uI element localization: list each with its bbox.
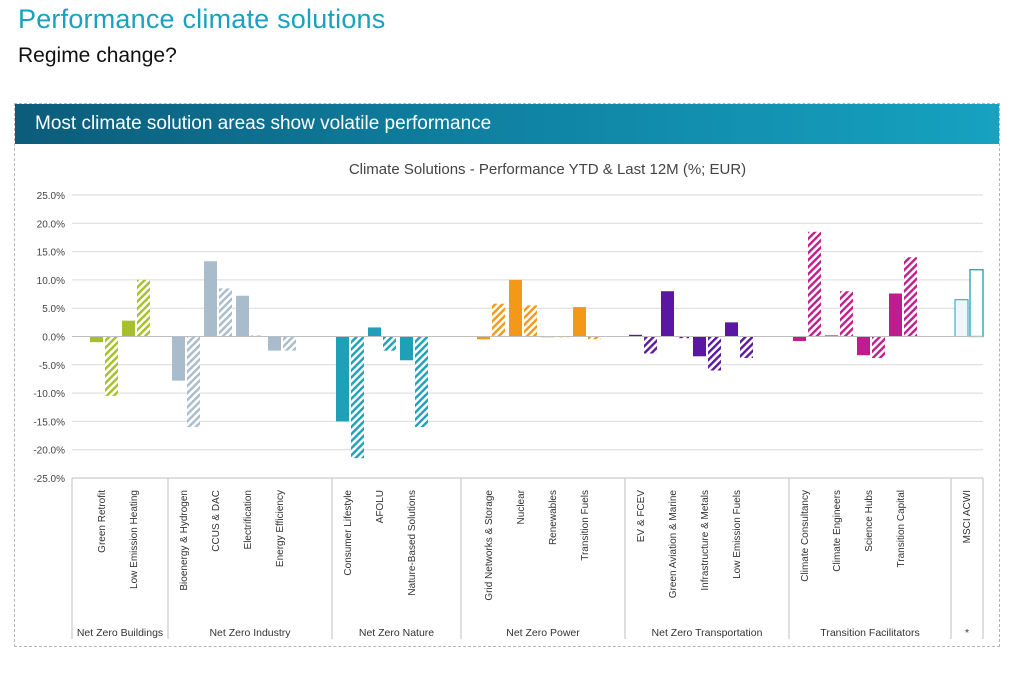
page-title: Performance climate solutions (18, 4, 386, 34)
y-tick-label: -5.0% (39, 361, 65, 372)
category-label: Climate Consultancy (800, 490, 811, 582)
bar-last-12m (492, 303, 505, 337)
bar-ytd (236, 295, 249, 337)
performance-chart: Climate Solutions - Performance YTD & La… (33, 161, 984, 639)
bar-ytd (825, 335, 838, 337)
bar-ytd (629, 334, 642, 337)
y-tick-label: 0.0% (42, 333, 65, 344)
bar-ytd (172, 336, 185, 381)
page-subtitle: Regime change? (18, 44, 177, 67)
bar-last-12m (588, 336, 601, 340)
bar-last-12m (904, 257, 917, 337)
y-tick-label: -20.0% (33, 446, 65, 457)
category-label: Transition Capital (896, 490, 907, 567)
bar-last-12m (524, 305, 537, 337)
category-label: Climate Engineers (832, 490, 843, 572)
y-tick-label: -10.0% (33, 389, 65, 400)
bar-last-12m (969, 269, 984, 338)
category-label: Low Emission Heating (129, 490, 140, 589)
bar-last-12m (137, 279, 150, 337)
category-label: Nuclear (516, 489, 527, 524)
bar-last-12m (740, 336, 753, 359)
group-label: Net Zero Nature (359, 627, 434, 639)
bar-last-12m (840, 291, 853, 337)
y-tick-label: 10.0% (37, 276, 65, 287)
bar-ytd (122, 320, 135, 337)
bar-last-12m (644, 336, 657, 354)
bar-last-12m (415, 336, 428, 428)
bar-last-12m (251, 335, 264, 337)
category-label: Infrastructure & Metals (700, 490, 711, 591)
bar-last-12m (105, 336, 118, 396)
bar-ytd (477, 336, 490, 340)
bar-last-12m (187, 336, 200, 428)
bar-last-12m (283, 336, 296, 351)
y-tick-label: 20.0% (37, 219, 65, 230)
bar-ytd (889, 293, 902, 337)
group-label: Net Zero Power (506, 627, 580, 639)
bar-ytd (400, 336, 413, 361)
category-label: Transition Fuels (580, 490, 591, 561)
bar-last-12m (383, 336, 396, 351)
bar-ytd (573, 307, 586, 337)
group-label: Net Zero Buildings (77, 627, 163, 639)
chart-title: Climate Solutions - Performance YTD & La… (349, 161, 746, 178)
category-label: CCUS & DAC (211, 490, 222, 552)
y-tick-label: 5.0% (42, 304, 65, 315)
category-label: Consumer Lifestyle (343, 490, 354, 576)
group-label: Net Zero Transportation (652, 627, 763, 639)
bar-ytd (90, 336, 103, 343)
bar-last-12m (219, 288, 232, 337)
bar-ytd (793, 336, 806, 342)
bar-last-12m (872, 336, 885, 359)
y-tick-label: 25.0% (37, 191, 65, 202)
category-label: Nature-Based Solutions (407, 490, 418, 596)
y-tick-label: -25.0% (33, 474, 65, 485)
bar-last-12m (676, 336, 689, 339)
category-label: MSCI ACWI (962, 490, 973, 543)
bar-ytd (725, 322, 738, 337)
group-label: Net Zero Industry (209, 627, 291, 639)
group-label: * (965, 627, 969, 639)
bar-ytd (954, 299, 969, 338)
category-label: AFOLU (375, 490, 386, 523)
bar-last-12m (708, 336, 721, 371)
panel-header: Most climate solution areas show volatil… (15, 104, 999, 144)
category-label: EV & FCEV (636, 490, 647, 543)
category-label: Electrification (243, 490, 254, 549)
bar-ytd (857, 336, 870, 356)
chart-panel: Most climate solution areas show volatil… (14, 103, 1000, 647)
y-tick-label: 15.0% (37, 248, 65, 259)
bar-ytd (204, 261, 217, 337)
bar-ytd (509, 279, 522, 337)
bar-ytd (268, 336, 281, 351)
y-tick-label: -15.0% (33, 417, 65, 428)
group-label: Transition Facilitators (820, 627, 919, 639)
category-label: Bioenergy & Hydrogen (179, 490, 190, 591)
category-label: Energy Efficiency (275, 490, 286, 567)
category-label: Green Aviation & Marine (668, 490, 679, 599)
bar-ytd (693, 336, 706, 357)
bar-ytd (661, 291, 674, 337)
bar-ytd (368, 327, 381, 337)
category-label: Green Retrofit (97, 490, 108, 553)
bar-ytd (336, 336, 349, 422)
category-label: Low Emission Fuels (732, 490, 743, 579)
category-label: Science Hubs (864, 490, 875, 552)
bar-last-12m (808, 231, 821, 337)
bar-last-12m (351, 336, 364, 459)
category-label: Renewables (548, 490, 559, 545)
category-label: Grid Networks & Storage (484, 490, 495, 601)
